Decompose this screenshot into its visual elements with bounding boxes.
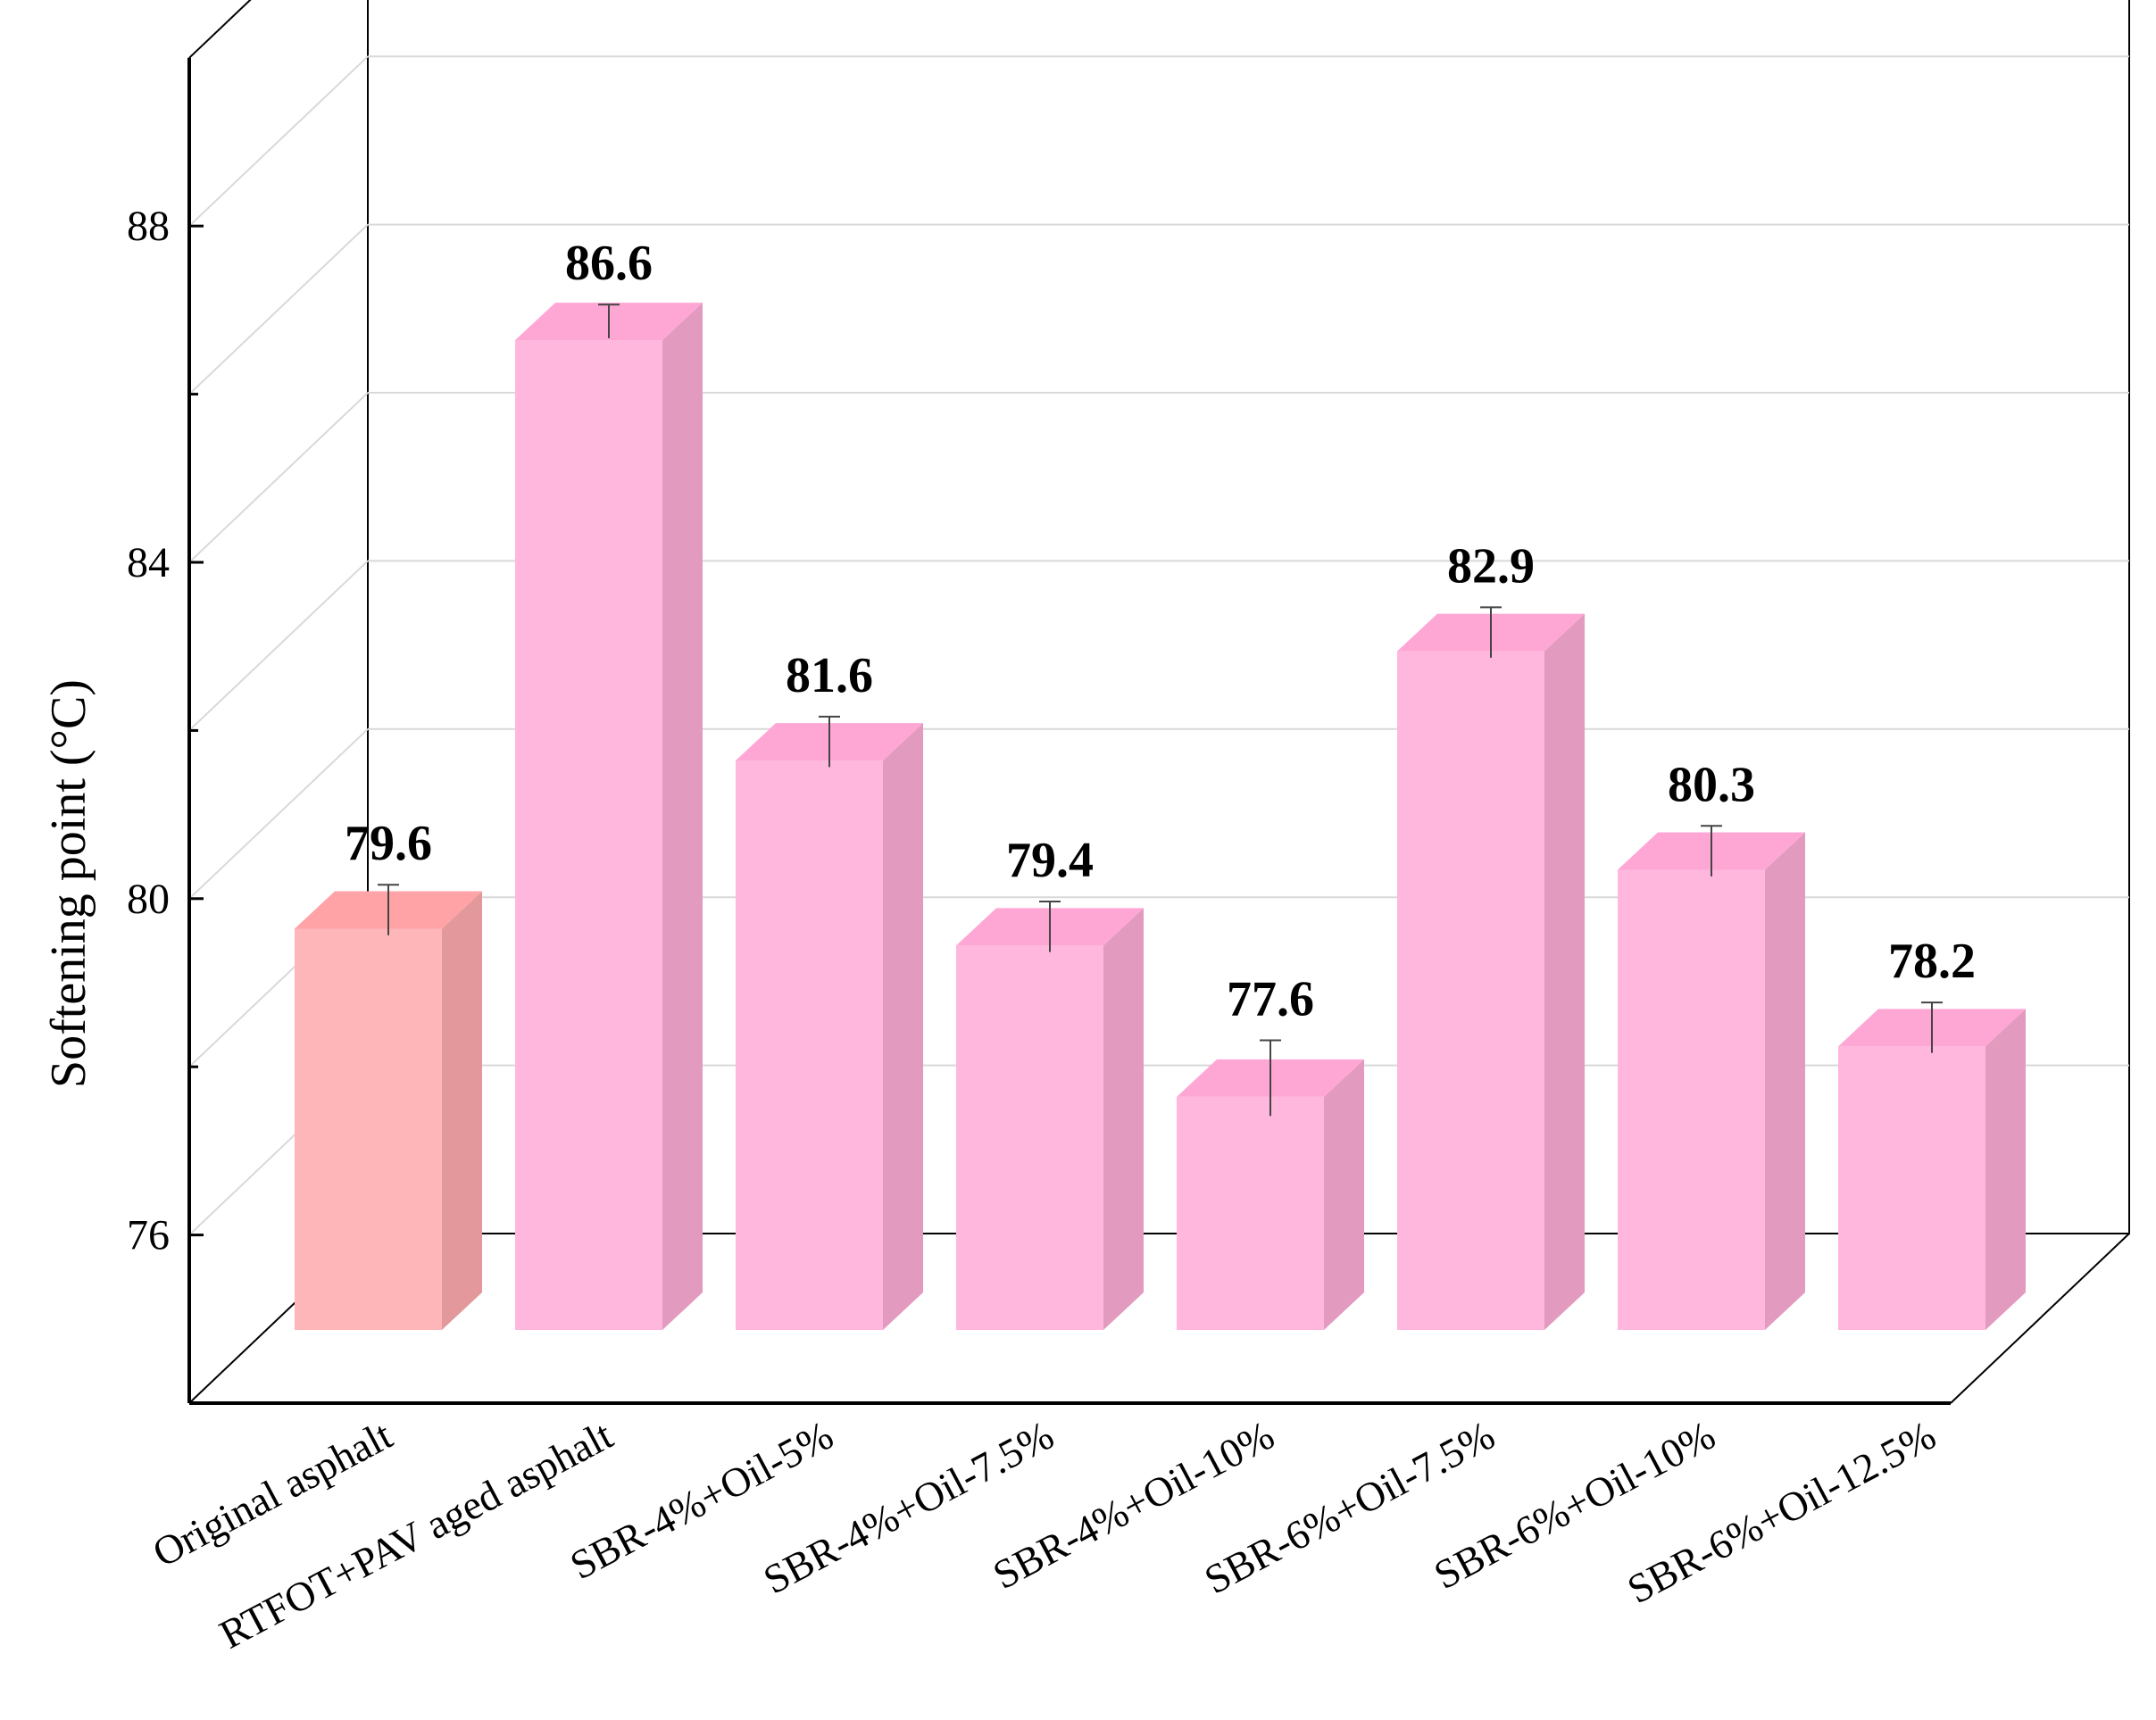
bar-side — [1985, 1009, 2026, 1330]
right-floor-edge — [1950, 1233, 2130, 1404]
gridline-side — [188, 223, 369, 395]
y-tick-label: 88 — [127, 203, 170, 250]
y-axis-title: Softening point (°C) — [41, 679, 96, 1088]
bar-front — [736, 760, 883, 1330]
bar-front — [1618, 869, 1765, 1330]
value-label: 82.9 — [1447, 538, 1535, 594]
bar-front — [1838, 1046, 1985, 1330]
bar-front — [1397, 651, 1544, 1330]
bar — [956, 901, 1144, 1330]
bar — [1838, 1001, 2026, 1330]
bar-side — [442, 891, 482, 1330]
bar — [515, 303, 703, 1331]
bar-side — [1103, 908, 1144, 1330]
y-tick-label: 80 — [127, 876, 170, 923]
bar — [1177, 1039, 1364, 1330]
y-tick-label: 76 — [127, 1212, 170, 1259]
value-label: 80.3 — [1668, 757, 1755, 812]
gridline-side — [188, 560, 369, 732]
value-label: 78.2 — [1888, 934, 1976, 989]
value-label: 86.6 — [565, 236, 653, 291]
bar-front — [515, 340, 662, 1331]
category-label: RTFOT+PAV aged asphalt — [212, 1412, 620, 1658]
y-tick-label: 84 — [127, 539, 170, 586]
value-label: 77.6 — [1227, 971, 1314, 1026]
value-label: 79.6 — [345, 816, 432, 871]
value-label: 81.6 — [786, 648, 873, 703]
gridline-side — [188, 392, 369, 563]
left-top-edge — [188, 0, 252, 59]
bar — [736, 715, 923, 1330]
bar-side — [883, 723, 923, 1330]
gridline-side — [188, 728, 369, 900]
value-label: 79.4 — [1006, 833, 1094, 888]
bar-side — [662, 303, 703, 1331]
bar-front — [956, 945, 1103, 1330]
bar-side — [1324, 1059, 1364, 1330]
bars — [295, 303, 2026, 1331]
bar — [1618, 825, 1805, 1330]
bar — [1397, 606, 1585, 1330]
bar — [295, 884, 482, 1330]
axes: 76 80 84 88 — [127, 57, 1951, 1405]
bar-side — [1765, 832, 1805, 1330]
gridline-side — [188, 55, 369, 227]
bar-front — [295, 928, 442, 1330]
bar-front — [1177, 1096, 1324, 1330]
bar-side — [1544, 613, 1585, 1330]
